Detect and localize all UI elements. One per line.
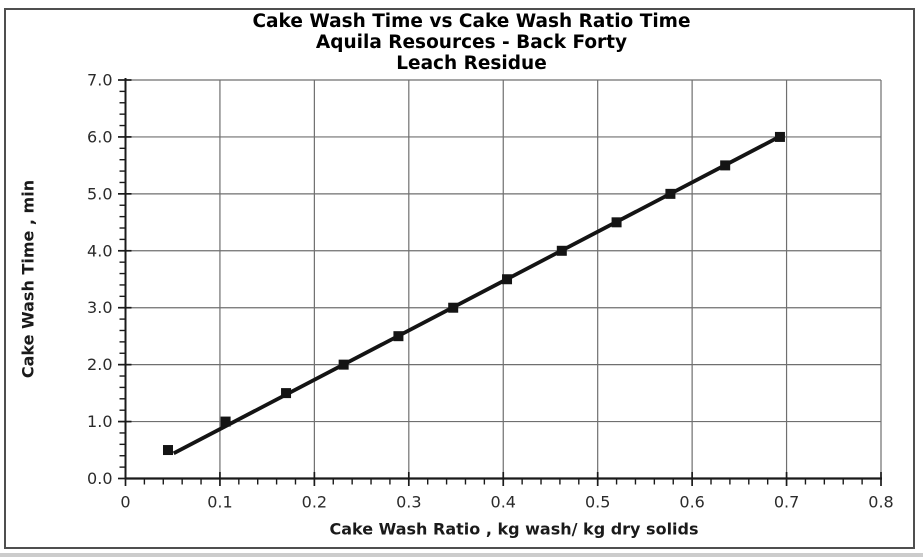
chart-title-line1: Cake Wash Time vs Cake Wash Ratio Time xyxy=(252,11,691,32)
y-tick-label: 5.0 xyxy=(87,184,112,203)
x-tick-label: 0.6 xyxy=(679,493,704,512)
x-tick-label: 0 xyxy=(120,493,130,512)
x-tick-label: 0.5 xyxy=(585,493,610,512)
data-point-marker xyxy=(556,245,567,256)
data-point-marker xyxy=(338,359,349,370)
data-point-marker xyxy=(665,188,676,199)
y-tick-label: 2.0 xyxy=(87,355,112,374)
data-point-marker xyxy=(162,445,173,456)
image-bottom-edge xyxy=(0,553,923,557)
x-tick-label: 0.1 xyxy=(207,493,232,512)
x-tick-label: 0.3 xyxy=(396,493,421,512)
chart-title: Cake Wash Time vs Cake Wash Ratio Time A… xyxy=(10,11,923,74)
data-point-marker xyxy=(502,274,513,285)
y-tick-label: 0.0 xyxy=(87,469,112,488)
y-tick-label: 1.0 xyxy=(87,412,112,431)
chart-outer-frame xyxy=(4,8,915,549)
y-tick-label: 7.0 xyxy=(87,71,112,90)
data-point-marker xyxy=(393,331,404,342)
x-tick-label: 0.2 xyxy=(302,493,327,512)
data-point-marker xyxy=(611,217,622,228)
y-tick-label: 4.0 xyxy=(87,241,112,260)
trendline xyxy=(172,132,786,456)
x-axis-title: Cake Wash Ratio , kg wash/ kg dry solids xyxy=(329,519,699,539)
data-point-marker xyxy=(220,416,231,427)
chart-title-line2: Aquila Resources - Back Forty xyxy=(315,32,628,53)
data-point-marker xyxy=(448,302,459,313)
data-point-marker xyxy=(720,160,731,171)
y-tick-label: 6.0 xyxy=(87,127,112,146)
chart-title-line3: Leach Residue xyxy=(396,53,547,74)
x-tick-label: 0.8 xyxy=(868,493,893,512)
x-tick-label: 0.4 xyxy=(491,493,516,512)
data-point-marker xyxy=(774,131,785,142)
data-point-marker xyxy=(281,388,292,399)
y-tick-label: 3.0 xyxy=(87,298,112,317)
x-tick-label: 0.7 xyxy=(774,493,799,512)
